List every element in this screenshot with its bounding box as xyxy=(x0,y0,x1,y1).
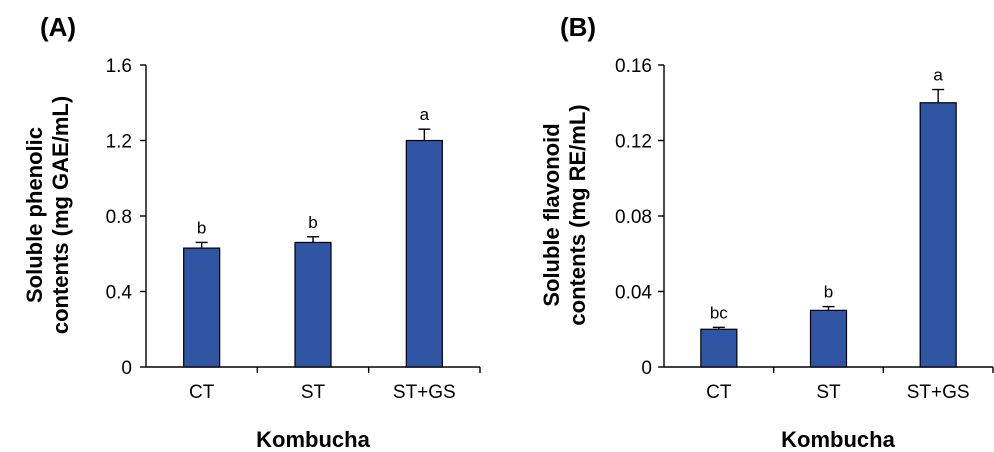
panel-label-b: (B) xyxy=(560,12,596,42)
y-tick-label: 0.12 xyxy=(615,132,652,153)
chart-panel-b: (B) Soluble flavonoid contents (mg RE/mL… xyxy=(539,12,994,452)
bar-st-gs xyxy=(405,139,443,368)
y-axis-title-a: Soluble phenolic contents (mg GAE/mL) xyxy=(22,96,73,334)
y-axis-title-a-line2: contents (mg GAE/mL) xyxy=(48,96,73,334)
x-tick-label: CT xyxy=(706,382,732,403)
panel-label-a: (A) xyxy=(40,12,76,42)
y-tick-label: 0.4 xyxy=(106,283,133,304)
y-axis-title-a-line1: Soluble phenolic xyxy=(22,127,47,303)
bar-st-gs xyxy=(919,102,957,368)
significance-label: b xyxy=(197,218,206,237)
y-axis-title-b-line2: contents (mg RE/mL) xyxy=(565,104,590,325)
plot-area-a: 0 0.4 0.8 1.2 1.6 b CT b ST a ST+GS xyxy=(106,56,481,403)
significance-label: b xyxy=(824,283,833,302)
bar-st xyxy=(809,309,848,368)
y-tick-label: 1.6 xyxy=(106,56,132,77)
chart-panel-a: (A) Soluble phenolic contents (mg GAE/mL… xyxy=(22,12,481,452)
significance-label: b xyxy=(308,213,317,232)
x-tick-label: ST xyxy=(816,382,841,403)
y-tick-label: 0.16 xyxy=(615,56,652,77)
significance-label: a xyxy=(933,66,943,85)
x-axis-title-b: Kombucha xyxy=(781,427,895,452)
x-axis-title-a: Kombucha xyxy=(256,427,370,452)
significance-label: bc xyxy=(710,303,728,322)
bar-ct xyxy=(700,328,738,368)
y-tick-label: 0 xyxy=(121,358,132,379)
x-tick-label: ST+GS xyxy=(393,382,456,403)
y-axis-title-b: Soluble flavonoid contents (mg RE/mL) xyxy=(539,104,590,325)
y-tick-label: 1.2 xyxy=(106,132,132,153)
bar-st xyxy=(294,241,332,368)
y-axis-title-b-line1: Soluble flavonoid xyxy=(539,123,564,306)
y-tick-label: 0.8 xyxy=(106,207,132,228)
bar-ct xyxy=(183,247,221,368)
y-tick-label: 0.04 xyxy=(615,283,652,304)
x-tick-label: ST xyxy=(301,382,326,403)
x-tick-label: ST+GS xyxy=(907,382,970,403)
plot-area-b: 0 0.04 0.08 0.12 0.16 bc CT b ST a ST+GS xyxy=(615,56,994,403)
y-tick-label: 0.08 xyxy=(615,207,652,228)
significance-label: a xyxy=(420,105,430,124)
x-tick-label: CT xyxy=(189,382,215,403)
y-tick-label: 0 xyxy=(641,358,652,379)
